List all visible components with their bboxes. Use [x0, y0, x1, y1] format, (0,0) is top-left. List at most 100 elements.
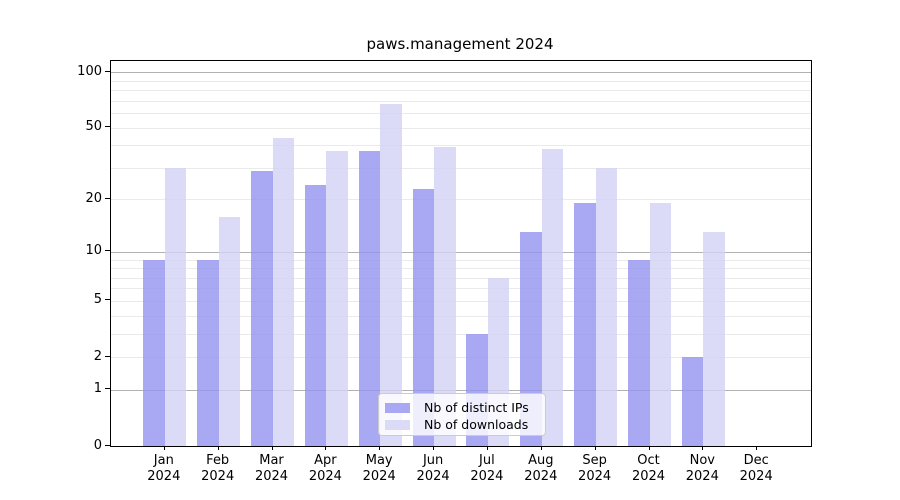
gridline-minor	[111, 167, 811, 169]
gridline-minor	[111, 127, 811, 129]
x-tick-month: Jul	[479, 453, 495, 468]
x-tick-month: Jun	[422, 453, 444, 468]
gridline-minor	[111, 199, 811, 201]
x-tick-mark	[648, 446, 650, 450]
bar-distinct-ips	[251, 170, 273, 446]
y-tick-mark	[105, 299, 110, 301]
x-tick-mark	[271, 446, 273, 450]
bar-downloads	[541, 149, 564, 446]
bar-downloads	[703, 232, 725, 446]
gridline-minor	[111, 288, 811, 290]
x-tick-mark	[756, 446, 758, 450]
x-tick-label: Jan 2024	[134, 453, 194, 485]
x-tick-year: 2024	[416, 469, 450, 484]
x-tick-month: Oct	[637, 453, 660, 468]
x-tick-month: May	[365, 453, 393, 468]
bar-distinct-ips	[681, 357, 704, 446]
y-tick-label: 1	[93, 381, 102, 397]
x-tick-label: Jun 2024	[403, 453, 463, 485]
gridline-minor	[111, 268, 811, 269]
legend: Nb of distinct IPs Nb of downloads	[378, 393, 546, 436]
x-tick-year: 2024	[524, 469, 558, 484]
gridline-minor	[111, 80, 811, 82]
legend-label: Nb of downloads	[424, 417, 529, 432]
gridline-minor	[111, 100, 811, 102]
x-tick-month: Aug	[528, 453, 554, 468]
x-tick-mark	[486, 446, 488, 450]
x-tick-label: Jul 2024	[457, 453, 517, 485]
x-tick-year: 2024	[685, 469, 719, 484]
x-tick-year: 2024	[470, 469, 504, 484]
x-tick-label: May 2024	[349, 453, 409, 485]
x-tick-mark	[540, 446, 542, 450]
y-tick-mark	[105, 250, 110, 252]
legend-label: Nb of distinct IPs	[424, 400, 529, 415]
x-tick-month: Apr	[314, 453, 337, 468]
x-tick-label: Aug 2024	[511, 453, 571, 485]
y-tick-mark	[105, 70, 110, 72]
x-tick-year: 2024	[578, 469, 612, 484]
x-tick-label: Apr 2024	[295, 453, 355, 485]
gridline-minor	[111, 113, 811, 114]
x-tick-year: 2024	[631, 469, 666, 484]
legend-swatch	[385, 419, 410, 430]
x-tick-month: Mar	[259, 453, 284, 468]
bar-distinct-ips	[574, 203, 596, 446]
gridline-minor	[111, 333, 811, 335]
y-tick-label: 10	[85, 243, 102, 259]
gridline-minor	[111, 315, 811, 317]
bar-distinct-ips	[304, 185, 327, 446]
x-tick-mark	[702, 446, 704, 450]
y-tick-mark	[105, 444, 110, 446]
x-tick-label: Mar 2024	[242, 453, 302, 485]
x-tick-month: Feb	[206, 453, 230, 468]
y-tick-label: 100	[77, 63, 102, 79]
y-tick-mark	[105, 355, 110, 357]
x-tick-year: 2024	[739, 469, 773, 484]
x-tick-month: Dec	[743, 453, 769, 468]
gridline-major	[111, 389, 811, 391]
legend-swatch	[385, 402, 410, 413]
bar-downloads	[434, 147, 456, 446]
x-tick-label: Dec 2024	[726, 453, 786, 485]
bar-distinct-ips	[412, 188, 435, 446]
x-tick-mark	[379, 446, 381, 450]
plot-area	[110, 60, 812, 447]
bar-distinct-ips	[520, 232, 542, 446]
gridline-major	[111, 251, 811, 253]
x-tick-mark	[433, 446, 435, 450]
y-tick-mark	[105, 197, 110, 199]
bar-downloads	[595, 167, 618, 446]
x-tick-month: Nov	[689, 453, 715, 468]
x-tick-year: 2024	[201, 469, 235, 484]
y-tick-label: 0	[93, 437, 102, 453]
x-tick-mark	[163, 446, 165, 450]
x-tick-mark	[594, 446, 596, 450]
bar-distinct-ips	[197, 259, 219, 446]
legend-row: Nb of downloads	[385, 416, 545, 433]
y-tick-label: 2	[93, 348, 102, 364]
gridline-major	[111, 72, 811, 74]
x-tick-label: Oct 2024	[619, 453, 679, 485]
bar-downloads	[218, 216, 241, 446]
bar-downloads	[649, 203, 671, 446]
bar-downloads	[164, 167, 187, 446]
bar-distinct-ips	[143, 259, 165, 446]
bar-distinct-ips	[358, 151, 381, 446]
gridline-minor	[111, 145, 811, 147]
gridline-minor	[111, 90, 811, 92]
y-tick-mark	[105, 126, 110, 127]
x-tick-label: Feb 2024	[188, 453, 248, 485]
x-tick-month: Jan	[153, 453, 174, 468]
gridline-minor	[111, 357, 811, 358]
y-tick-mark	[105, 388, 110, 390]
bar-distinct-ips	[628, 259, 650, 446]
x-tick-mark	[325, 446, 327, 450]
x-tick-year: 2024	[308, 469, 342, 484]
x-tick-year: 2024	[254, 469, 289, 484]
bar-downloads	[380, 104, 402, 446]
legend-row: Nb of distinct IPs	[385, 399, 545, 416]
gridline-minor	[111, 300, 811, 302]
x-tick-label: Sep 2024	[565, 453, 625, 485]
